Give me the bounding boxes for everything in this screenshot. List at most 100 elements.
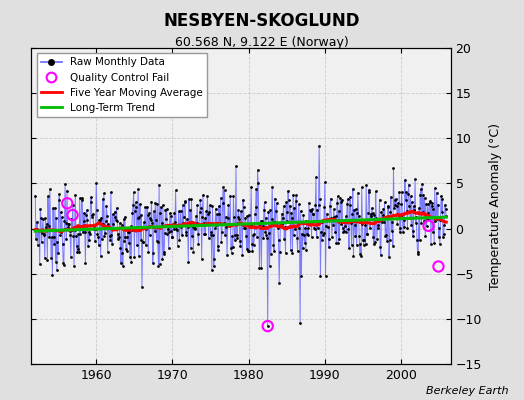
Point <box>401 196 410 203</box>
Point <box>347 242 356 248</box>
Point <box>150 208 158 214</box>
Point <box>145 232 154 239</box>
Point <box>115 220 124 226</box>
Point <box>210 256 219 262</box>
Point <box>224 215 232 222</box>
Point <box>297 208 305 214</box>
Point <box>422 201 430 208</box>
Point <box>189 224 197 230</box>
Point <box>123 248 131 254</box>
Point <box>132 204 140 210</box>
Point <box>121 214 129 220</box>
Point <box>293 248 302 255</box>
Point <box>279 203 288 209</box>
Point <box>63 188 71 194</box>
Point <box>162 206 171 212</box>
Point <box>378 212 387 218</box>
Point <box>83 216 92 223</box>
Point <box>357 252 365 259</box>
Point <box>400 224 409 231</box>
Point <box>224 202 233 208</box>
Point <box>326 195 335 202</box>
Point <box>199 220 208 226</box>
Point <box>59 260 68 266</box>
Point <box>434 234 443 240</box>
Point <box>299 212 308 218</box>
Point <box>369 234 377 240</box>
Point <box>342 228 351 235</box>
Point <box>399 217 408 223</box>
Point <box>395 213 403 219</box>
Point <box>81 229 89 235</box>
Point <box>223 252 231 258</box>
Point <box>386 237 394 244</box>
Point <box>437 193 445 199</box>
Point <box>274 225 282 231</box>
Point <box>434 201 442 208</box>
Point <box>412 214 421 220</box>
Point <box>242 233 250 240</box>
Point <box>386 209 395 215</box>
Point <box>222 214 230 220</box>
Point <box>228 233 236 239</box>
Point <box>410 203 418 209</box>
Point <box>72 233 80 239</box>
Point <box>407 193 415 199</box>
Point <box>287 246 295 253</box>
Point <box>45 234 53 240</box>
Point <box>149 250 158 256</box>
Point <box>290 204 299 211</box>
Point <box>159 202 167 208</box>
Point <box>271 219 279 225</box>
Point <box>247 184 255 190</box>
Point <box>147 217 155 223</box>
Point <box>57 209 65 215</box>
Point <box>381 214 390 220</box>
Point <box>355 233 363 240</box>
Point <box>129 202 137 208</box>
Point <box>429 228 437 235</box>
Point <box>221 232 230 238</box>
Point <box>201 231 210 237</box>
Point <box>168 233 176 240</box>
Point <box>255 264 264 271</box>
Point <box>388 218 396 225</box>
Point <box>325 236 333 242</box>
Point <box>108 211 117 218</box>
Point <box>119 262 127 269</box>
Point <box>166 210 174 217</box>
Point <box>144 212 152 218</box>
Point <box>308 233 316 240</box>
Point <box>296 320 304 326</box>
Point <box>257 218 265 224</box>
Point <box>423 201 432 207</box>
Point <box>419 191 428 198</box>
Point <box>350 206 358 213</box>
Point <box>62 236 71 242</box>
Point <box>31 193 39 199</box>
Point <box>257 265 266 271</box>
Point <box>407 222 416 228</box>
Point <box>97 215 105 221</box>
Point <box>198 214 206 220</box>
Point <box>357 184 366 190</box>
Point <box>420 194 429 201</box>
Point <box>164 226 172 232</box>
Point <box>51 258 60 265</box>
Point <box>303 225 312 231</box>
Point <box>248 248 257 254</box>
Point <box>187 245 195 251</box>
Point <box>107 232 116 238</box>
Point <box>215 211 224 217</box>
Point <box>174 208 183 214</box>
Point <box>364 209 372 216</box>
Point <box>393 221 401 228</box>
Point <box>238 252 246 259</box>
Point <box>249 232 257 238</box>
Point <box>403 225 412 232</box>
Point <box>126 223 135 230</box>
Point <box>269 242 278 249</box>
Point <box>269 219 277 225</box>
Point <box>321 179 329 186</box>
Point <box>40 255 49 262</box>
